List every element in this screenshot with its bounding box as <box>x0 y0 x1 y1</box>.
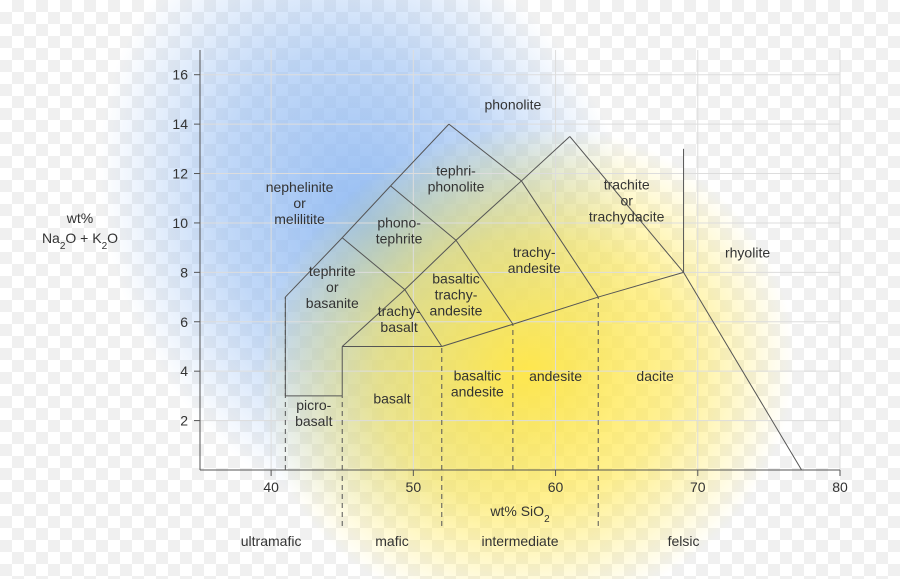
field-label: dacite <box>636 368 674 384</box>
y-tick-label: 12 <box>172 166 188 182</box>
field-label: picro-basalt <box>295 397 332 429</box>
field-label: phonolite <box>484 96 541 112</box>
y-tick-label: 10 <box>172 215 188 231</box>
category-label: ultramafic <box>241 533 302 549</box>
category-label: mafic <box>375 533 408 549</box>
x-tick-label: 60 <box>548 479 564 495</box>
y-axis-title-1: wt% <box>66 210 93 226</box>
y-axis-title-2: Na2O + K2O <box>42 230 118 252</box>
field-label: trachy-basalt <box>378 303 421 335</box>
y-tick-label: 8 <box>180 264 188 280</box>
tas-diagram: picro-basalt basalt basalticandesite andesi… <box>0 0 900 579</box>
category-label: felsic <box>668 533 700 549</box>
field-label: andesite <box>529 368 582 384</box>
y-tick-label: 4 <box>180 363 188 379</box>
y-tick-label: 16 <box>172 67 188 83</box>
field-label: trachy-andesite <box>508 244 561 276</box>
y-tick-label: 6 <box>180 314 188 330</box>
field-label: basalt <box>373 390 410 406</box>
field-label: phono-tephrite <box>376 214 423 246</box>
field-label: basaltictrachy-andesite <box>430 271 483 319</box>
x-tick-label: 70 <box>690 479 706 495</box>
x-tick-label: 80 <box>832 479 848 495</box>
y-tick-label: 14 <box>172 116 188 132</box>
x-tick-label: 50 <box>406 479 422 495</box>
field-label: rhyolite <box>725 245 770 261</box>
field-label: basalticandesite <box>451 367 504 399</box>
x-tick-label: 40 <box>263 479 279 495</box>
category-label: intermediate <box>481 533 558 549</box>
y-tick-label: 2 <box>180 413 188 429</box>
